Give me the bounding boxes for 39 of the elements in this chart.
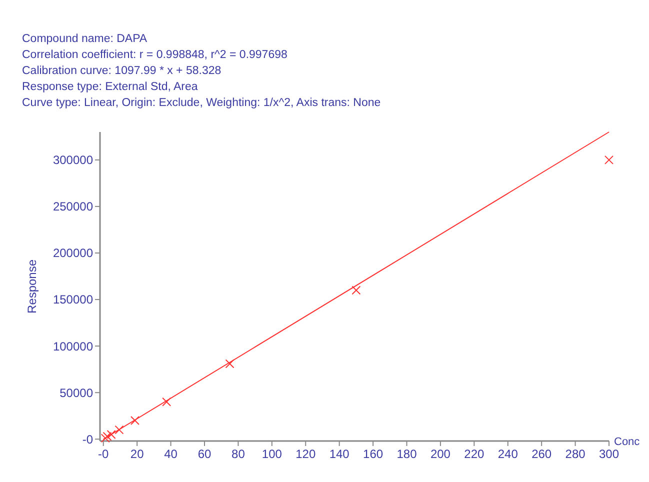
y-tick-label: 100000 xyxy=(52,339,94,354)
x-tick-label: 300 xyxy=(598,447,620,461)
text: Calibration curve: 1097.99 * x + 58.328 xyxy=(22,65,222,77)
x-tick-label: 200 xyxy=(430,447,451,461)
x-tick-label: 100 xyxy=(262,447,282,461)
y-tick-label: 200000 xyxy=(52,246,94,260)
x-tick-label: 60 xyxy=(198,447,212,461)
x-tick-label: 120 xyxy=(296,447,316,461)
text: Curve type: Linear, Origin: Exclude, Weighting: 1/x^2, Axis trans: None xyxy=(22,97,381,109)
point xyxy=(225,359,234,368)
x-tick-label: 220 xyxy=(464,447,484,461)
y-tick-label: 50000 xyxy=(60,386,94,400)
x-tick-label: 20 xyxy=(130,447,144,461)
text: Correlation coefficient: r = 0.998848, r^2 = 0.997698 xyxy=(22,49,288,61)
point xyxy=(106,430,116,439)
x-tick-label: -0 xyxy=(98,447,110,461)
y-tick-label: -0 xyxy=(82,432,94,446)
point xyxy=(130,416,140,426)
x-axis-title: Conc xyxy=(614,436,640,448)
point xyxy=(100,434,110,443)
point xyxy=(114,425,124,434)
text: Compound name: DAPA xyxy=(22,33,148,45)
x-tick-label: 240 xyxy=(498,447,518,461)
point xyxy=(604,155,614,164)
y-tick-label: 150000 xyxy=(52,292,94,307)
point xyxy=(102,432,112,441)
x-tick-label: 40 xyxy=(164,447,178,461)
x-tick-label: 280 xyxy=(565,447,586,461)
x-tick-label: 260 xyxy=(532,447,552,461)
x-tick-label: 180 xyxy=(396,447,418,461)
y-tick-label: 300000 xyxy=(52,153,94,168)
y-axis-title: Response xyxy=(25,259,39,314)
point xyxy=(352,286,361,295)
point xyxy=(162,397,172,406)
text: Response type: External Std, Area xyxy=(22,81,198,93)
y-tick-label: 250000 xyxy=(52,200,94,214)
x-tick-label: 160 xyxy=(363,447,384,461)
x-tick-label: 140 xyxy=(329,447,350,461)
x-tick-label: 80 xyxy=(232,447,246,461)
